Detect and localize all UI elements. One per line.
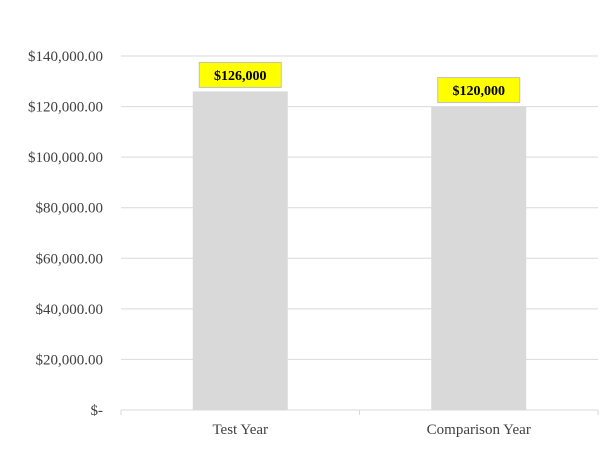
y-tick-label: $40,000.00 xyxy=(36,302,104,318)
y-tick-label: $140,000.00 xyxy=(28,49,103,65)
bar xyxy=(431,106,527,411)
data-label-box xyxy=(437,77,521,104)
y-axis: $- $20,000.00 $40,000.00 $60,000.00 $80,000.… xyxy=(28,49,103,419)
data-labels: $126,000 $120,000 xyxy=(198,61,521,104)
gridlines xyxy=(121,55,598,360)
y-tick-label: $100,000.00 xyxy=(28,150,103,166)
bar xyxy=(192,91,288,411)
x-category-label: Comparison Year xyxy=(427,422,531,438)
y-tick-label: $20,000.00 xyxy=(36,352,104,368)
data-label-box xyxy=(198,61,282,88)
y-tick-label: $80,000.00 xyxy=(36,201,104,217)
data-label: $126,000 xyxy=(214,69,267,84)
data-label: $120,000 xyxy=(453,84,506,99)
y-tick-label: $- xyxy=(91,403,104,419)
bars xyxy=(192,91,527,411)
y-tick-label: $60,000.00 xyxy=(36,251,104,267)
x-category-label: Test Year xyxy=(212,422,268,438)
y-tick-label: $120,000.00 xyxy=(28,100,103,116)
x-axis: Test Year Comparison Year xyxy=(120,409,599,438)
